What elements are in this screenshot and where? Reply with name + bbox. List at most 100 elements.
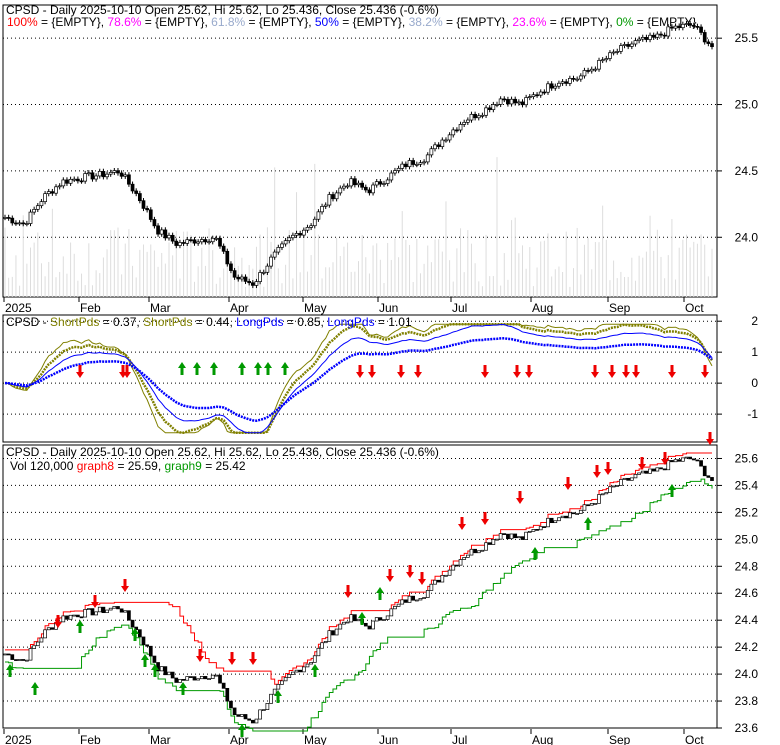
candle-body bbox=[97, 606, 102, 613]
sell-arrow-icon bbox=[701, 365, 709, 378]
signal-legend: Vol 120,000 graph8 = 25.59, graph9 = 25.… bbox=[10, 459, 246, 473]
candle-body bbox=[21, 659, 26, 661]
candle-body bbox=[298, 233, 303, 236]
candle-body bbox=[316, 211, 321, 220]
candle-body bbox=[440, 139, 445, 147]
sell-arrow-icon bbox=[249, 652, 257, 665]
candle-body bbox=[480, 114, 485, 117]
candle-body bbox=[688, 456, 692, 460]
buy-arrow-icon bbox=[238, 724, 246, 737]
candle-body bbox=[210, 674, 215, 679]
candle-body bbox=[659, 33, 663, 36]
candle-body bbox=[670, 460, 674, 463]
sell-arrow-icon bbox=[196, 649, 204, 662]
candle-body bbox=[6, 217, 11, 219]
price-signal-panel-ytick-label: 23.8 bbox=[735, 694, 759, 708]
sell-arrow-icon bbox=[414, 365, 422, 378]
candle-body bbox=[240, 276, 244, 280]
candle-body bbox=[622, 44, 627, 46]
candle-body bbox=[568, 78, 572, 84]
candle-body bbox=[411, 595, 416, 601]
candle-body bbox=[101, 606, 106, 614]
signal-title: CPSD - Daily 2025-10-10 Open 25.62, Hi 2… bbox=[6, 445, 439, 459]
fib-level-label: 78.6% bbox=[107, 15, 141, 29]
sell-arrow-icon bbox=[481, 512, 489, 525]
fib-level-value: = {EMPTY}, bbox=[245, 15, 315, 29]
candle-body bbox=[506, 99, 510, 105]
candle-body bbox=[189, 676, 193, 678]
candle-body bbox=[210, 237, 215, 243]
candle-body bbox=[429, 583, 434, 591]
candle-body bbox=[345, 621, 350, 624]
candle-body bbox=[342, 621, 346, 625]
indicator-panel-xtick-label: May bbox=[304, 733, 327, 745]
candle-body bbox=[32, 208, 37, 213]
candle-body bbox=[148, 645, 153, 657]
oscillator-panel-ytick-label: 0 bbox=[751, 376, 758, 390]
price-signal-panel-ytick-label: 25.4 bbox=[735, 478, 759, 492]
candle-body bbox=[276, 247, 281, 253]
candle-body bbox=[46, 627, 51, 631]
indicator-panel-xtick-label: Oct bbox=[685, 733, 704, 745]
sell-arrow-icon bbox=[397, 365, 405, 378]
candle-body bbox=[517, 101, 521, 104]
candle-body bbox=[360, 182, 364, 188]
candle-body bbox=[429, 148, 434, 156]
indicator-panel-xtick-label: Aug bbox=[532, 733, 553, 745]
candle-body bbox=[137, 629, 142, 638]
candle-body bbox=[404, 599, 408, 603]
candle-body bbox=[90, 172, 95, 180]
candle-body bbox=[608, 52, 612, 59]
candle-body bbox=[422, 597, 426, 599]
candle-body bbox=[710, 43, 714, 48]
candle-body bbox=[407, 595, 412, 603]
candle-body bbox=[615, 485, 620, 487]
candle-body bbox=[21, 222, 26, 225]
candle-body bbox=[677, 459, 682, 462]
sell-arrow-icon bbox=[123, 365, 131, 378]
candle-body bbox=[272, 251, 277, 258]
candle-body bbox=[167, 671, 171, 676]
candle-body bbox=[491, 539, 496, 545]
candle-body bbox=[199, 676, 204, 680]
candle-body bbox=[433, 579, 437, 585]
price-panel-frame bbox=[2, 4, 718, 298]
oscillator-title: CPSD - ShortPds = 0.37, ShortPds = 0.44,… bbox=[6, 315, 412, 329]
candle-body bbox=[334, 628, 339, 636]
candle-body bbox=[305, 663, 310, 668]
candle-body bbox=[301, 229, 306, 236]
candle-body bbox=[582, 70, 587, 77]
candle-body bbox=[524, 97, 528, 106]
oscillator-line bbox=[4, 323, 713, 434]
candle-body bbox=[418, 162, 423, 165]
candle-body bbox=[414, 163, 419, 166]
sell-arrow-icon bbox=[593, 465, 601, 478]
candle-body bbox=[655, 467, 660, 472]
indicator-panel-xtick-label: Mar bbox=[150, 733, 171, 745]
candle-body bbox=[586, 504, 590, 507]
candle-body bbox=[192, 676, 197, 681]
oscillator-line bbox=[4, 324, 713, 434]
buy-arrow-icon bbox=[254, 362, 262, 375]
candle-body bbox=[250, 282, 255, 286]
candle-body bbox=[582, 504, 587, 511]
candle-body bbox=[404, 163, 408, 168]
candle-body bbox=[309, 662, 313, 665]
candle-body bbox=[291, 671, 295, 675]
candle-body bbox=[72, 614, 77, 617]
legend-text: LongPds bbox=[236, 315, 283, 329]
legend-text: CPSD - bbox=[6, 315, 50, 329]
candle-body bbox=[214, 674, 219, 677]
sell-arrow-icon bbox=[228, 652, 236, 665]
candle-body bbox=[119, 172, 124, 177]
candle-body bbox=[389, 172, 394, 181]
candle-body bbox=[557, 82, 561, 87]
buy-arrow-icon bbox=[193, 362, 201, 375]
candle-body bbox=[527, 530, 532, 533]
candle-body bbox=[323, 204, 328, 207]
candle-body bbox=[436, 144, 441, 147]
candle-body bbox=[520, 536, 525, 540]
candle-body bbox=[258, 709, 262, 720]
candle-body bbox=[589, 68, 594, 72]
price-signal-panel-ytick-label: 23.6 bbox=[735, 721, 759, 735]
